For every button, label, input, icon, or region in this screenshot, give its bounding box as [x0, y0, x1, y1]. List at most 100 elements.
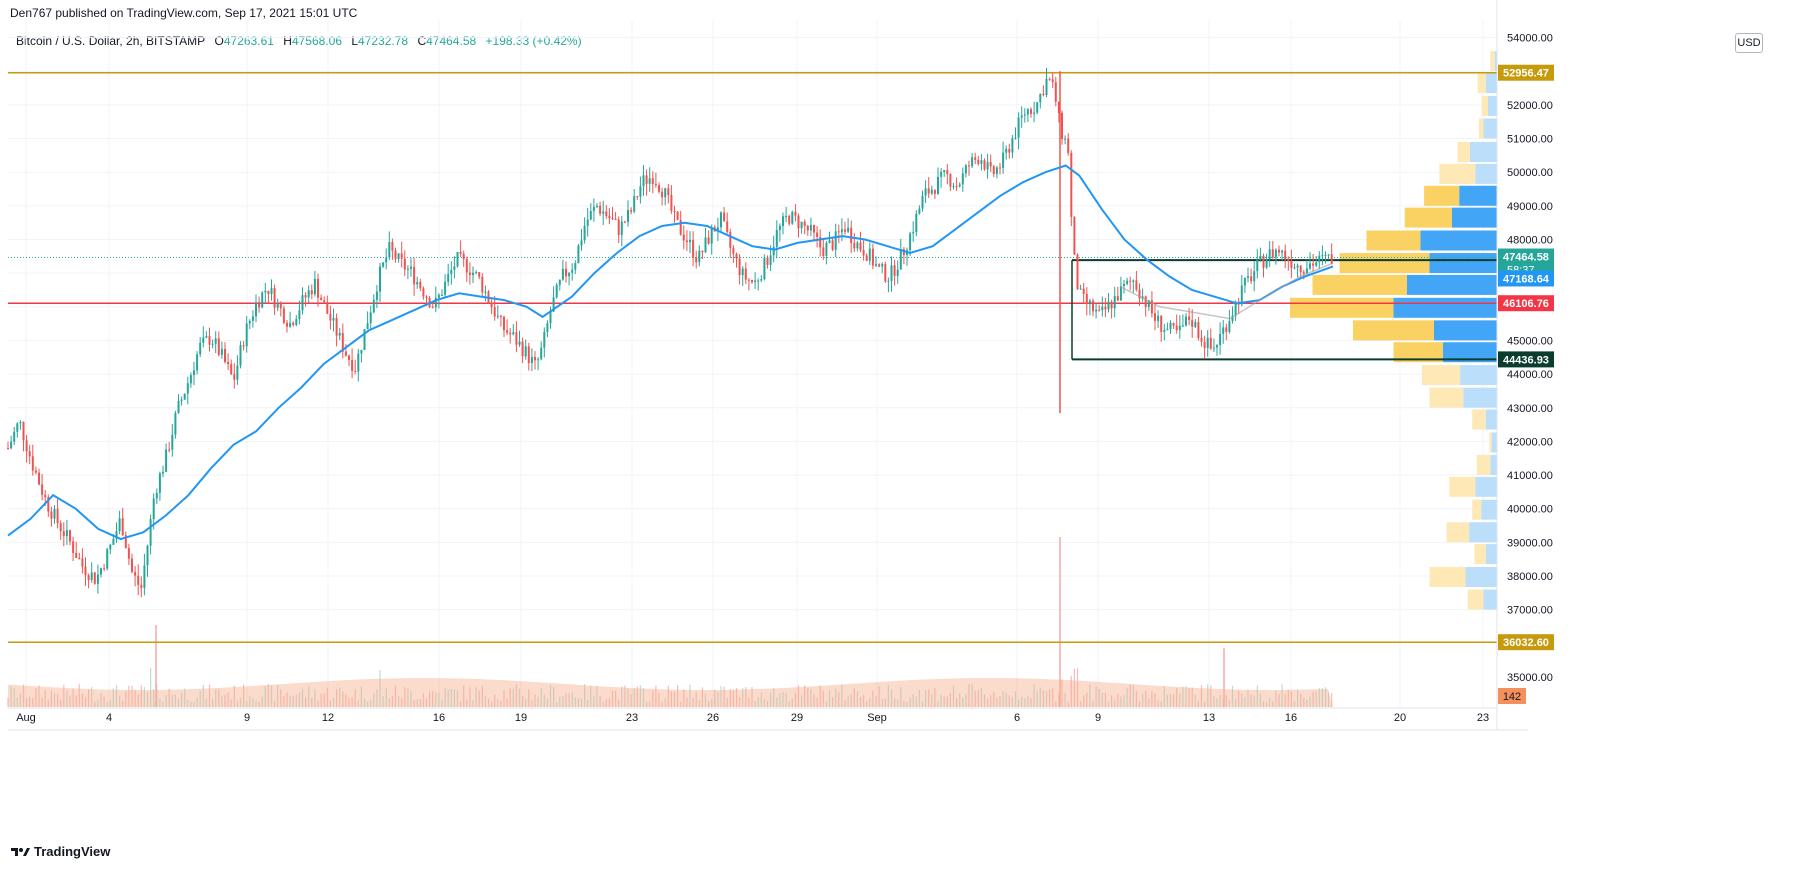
candle-body	[1144, 296, 1147, 307]
volume-bar	[1328, 692, 1330, 707]
volume-profile-sell-bar	[1491, 432, 1497, 453]
time-tick-label: 23	[1477, 712, 1489, 724]
candle-body	[692, 239, 695, 258]
candle-body	[1157, 315, 1160, 321]
candle-body	[645, 175, 648, 184]
volume-bar	[1086, 692, 1088, 707]
candle-body	[441, 294, 443, 296]
volume-bar	[853, 688, 855, 707]
time-axis: Aug 4 9 12 16 19 23 26 29 Sep 6 9 13 16 20 23	[8, 707, 1528, 731]
candle-body	[664, 188, 667, 198]
volume-bar	[1213, 695, 1215, 707]
candle-body	[397, 253, 400, 260]
volume-bar	[856, 691, 858, 707]
candle-body	[493, 307, 496, 317]
candle-body	[1014, 137, 1017, 139]
candle-body	[608, 215, 611, 219]
candle-body	[248, 320, 251, 324]
volume-bar	[624, 685, 626, 707]
volume-bar	[363, 698, 366, 707]
volume-bar	[177, 699, 180, 707]
candle-body	[847, 227, 850, 232]
candle-body	[1271, 249, 1274, 258]
volume-bar	[125, 691, 127, 707]
candle-body	[642, 175, 645, 187]
candle-body	[453, 266, 456, 270]
candle-body	[620, 221, 623, 235]
volume-bar	[301, 688, 304, 707]
volume-bar	[983, 694, 986, 707]
price-chart[interactable]: 54000.0053000.0052000.0051000.0050000.00…	[0, 0, 1795, 840]
volume-bar	[373, 693, 375, 707]
candle-body	[1265, 259, 1268, 268]
volume-bar	[215, 689, 217, 707]
volume-bar	[280, 689, 282, 707]
volume-bar	[497, 699, 499, 707]
volume-bar	[1179, 693, 1181, 707]
candle-body	[574, 263, 577, 270]
volume-bar	[897, 700, 899, 707]
volume-bar	[1095, 686, 1097, 707]
candle-body	[527, 346, 530, 364]
volume-bar	[1027, 695, 1029, 707]
volume-bar	[429, 691, 431, 707]
volume-bar	[1061, 679, 1063, 707]
volume-bar	[72, 688, 74, 707]
price-tick-label: 43000.00	[1507, 403, 1553, 415]
volume-profile-buy-bar	[1339, 253, 1430, 274]
volume-profile-buy-bar	[1472, 409, 1486, 430]
volume-bar	[937, 701, 939, 707]
candle-body	[580, 240, 583, 246]
volume-bar	[553, 687, 555, 707]
volume-bar	[81, 693, 83, 707]
time-tick-label: 12	[322, 712, 334, 724]
volume-bar	[109, 700, 111, 707]
currency-button[interactable]: USD	[1735, 33, 1763, 53]
volume-profile-buy-bar	[1446, 522, 1470, 543]
candle-body	[586, 219, 589, 226]
volume-bar	[748, 697, 750, 707]
volume-profile-sell-bar	[1407, 274, 1497, 295]
candle-body	[16, 423, 19, 432]
volume-bar	[224, 694, 226, 707]
candle-body	[754, 280, 757, 283]
candle-body	[859, 242, 862, 250]
candle-body	[989, 162, 992, 167]
volume-bar	[1297, 689, 1299, 707]
candle-body	[81, 558, 84, 567]
volume-bar	[794, 692, 796, 707]
candle-body	[109, 544, 112, 550]
candle-body	[351, 359, 354, 371]
candle-body	[1284, 250, 1287, 260]
volume-bar	[1269, 697, 1271, 707]
candle-body	[220, 348, 223, 355]
volume-bar	[695, 692, 697, 707]
candle-body	[924, 188, 927, 196]
volume-bar	[1014, 691, 1017, 707]
volume-bar	[608, 698, 610, 707]
candle-body	[403, 258, 406, 270]
volume-bar	[283, 696, 285, 707]
volume-bar	[131, 685, 133, 707]
candle-body	[862, 249, 865, 256]
candle-body	[1002, 152, 1005, 168]
candle-body	[276, 302, 279, 308]
volume-profile-buy-bar	[1429, 387, 1464, 408]
volume-bar	[233, 685, 235, 707]
volume-bar	[717, 691, 719, 707]
candle-body	[286, 322, 288, 327]
candle-body	[930, 189, 933, 194]
tradingview-brand[interactable]: TradingView	[34, 844, 111, 859]
volume-bar	[1219, 694, 1221, 707]
volume-bar	[26, 698, 28, 707]
volume-tag: 142	[1503, 691, 1521, 703]
volume-bar	[317, 700, 319, 707]
candle-body	[472, 272, 474, 275]
candle-body	[385, 257, 388, 263]
volume-bar	[1114, 699, 1116, 707]
chart-grid	[8, 20, 1497, 708]
volume-bar	[813, 694, 815, 707]
volume-bar	[1011, 696, 1013, 707]
volume-bar	[770, 692, 772, 707]
candle-body	[1126, 280, 1129, 284]
